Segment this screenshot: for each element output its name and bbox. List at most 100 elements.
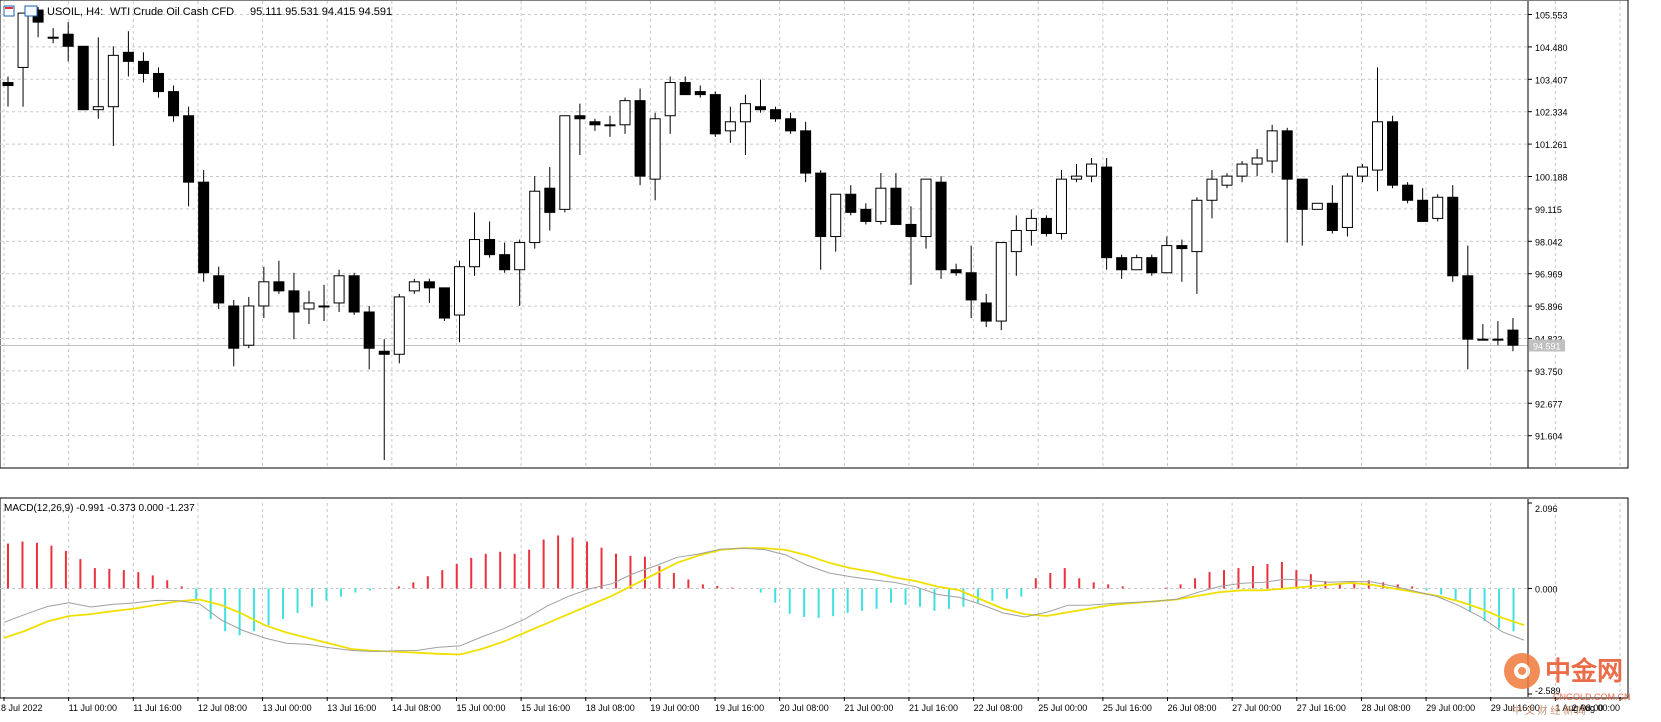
- price-grid: [0, 1, 1621, 466]
- bull-candle: [333, 275, 345, 304]
- bull-candle: [649, 118, 661, 180]
- bear-candle: [198, 181, 210, 274]
- time-tick-label: 22 Jul 08:00: [974, 703, 1023, 713]
- bear-candle: [1447, 196, 1459, 277]
- bull-candle: [17, 12, 29, 68]
- bear-candle: [1146, 257, 1158, 274]
- bear-candle: [935, 181, 947, 271]
- bull-candle: [1131, 257, 1143, 271]
- time-tick-label: 11 Jul 00:00: [69, 703, 117, 713]
- bear-candle: [1462, 275, 1474, 340]
- bear-candle: [423, 281, 435, 289]
- bear-candle: [709, 94, 721, 135]
- current-price-box: [1529, 339, 1565, 352]
- bull-candle: [739, 103, 751, 123]
- time-tick-label: 27 Jul 00:00: [1232, 703, 1281, 713]
- macd-lines: [3, 547, 1525, 656]
- bear-candle: [363, 311, 375, 349]
- bear-candle: [1402, 184, 1414, 201]
- time-tick-label: 21 Jul 16:00: [909, 703, 958, 713]
- price-tick-label: 95.896: [1535, 302, 1563, 312]
- time-tick-label: 21 Jul 00:00: [844, 703, 893, 713]
- chart-header: USOIL, H4: WTI Crude Oil Cash CFD 95.111…: [3, 5, 392, 18]
- bull-candle: [393, 296, 405, 355]
- price-tick-label: 98.042: [1535, 237, 1563, 247]
- time-tick-label: 8 Jul 2022: [1, 703, 43, 713]
- macd-main-line: [3, 547, 1525, 653]
- watermark-subtitle: 中 文 财 经 新 闻: [1512, 704, 1586, 717]
- bear-candle: [1387, 121, 1399, 186]
- price-tick-label: 100.188: [1535, 172, 1568, 182]
- price-panel: 105.553 104.480 103.407 102.334 101.261 100.1…: [0, 0, 1629, 469]
- bull-candle: [830, 193, 842, 238]
- bull-candle: [1206, 178, 1218, 201]
- bull-candle: [1086, 163, 1098, 177]
- price-tick-label: 96.969: [1535, 270, 1563, 280]
- bull-candle: [1266, 130, 1278, 162]
- current-price-label: 94.591: [1533, 341, 1561, 351]
- ohlc-values: 95.111 95.531 94.415 94.591: [250, 6, 392, 18]
- symbol-description: WTI Crude Oil Cash CFD: [110, 6, 234, 18]
- price-tick-label: 94.823: [1535, 334, 1563, 344]
- price-tick-label: 101.261: [1535, 140, 1568, 150]
- bull-candle: [1236, 163, 1248, 177]
- macd-signal-line: [3, 547, 1525, 656]
- bear-candle: [905, 223, 917, 238]
- bear-candle: [1116, 257, 1128, 271]
- bear-candle: [544, 187, 556, 213]
- time-tick-label: 18 Jul 08:00: [586, 703, 635, 713]
- price-tick-label: 103.407: [1535, 75, 1568, 85]
- time-tick-label: 13 Jul 16:00: [327, 703, 376, 713]
- time-tick-label: 29 Jul 00:00: [1426, 703, 1475, 713]
- chart-window-icon[interactable]: [3, 5, 15, 17]
- bear-candle: [589, 121, 601, 126]
- time-tick-label: 13 Jul 00:00: [263, 703, 312, 713]
- bull-candle: [529, 190, 541, 244]
- bear-candle: [438, 287, 450, 319]
- bear-candle: [950, 269, 962, 274]
- bull-candle: [408, 281, 420, 292]
- bull-candle: [107, 54, 119, 108]
- chart-type-icon[interactable]: [24, 5, 38, 17]
- bull-candle: [1432, 196, 1444, 219]
- bear-candle: [574, 115, 586, 120]
- price-tick-label: 102.334: [1535, 108, 1568, 118]
- macd-title: MACD(12,26,9) -0.991 -0.373 0.000 -1.237: [4, 503, 195, 514]
- bull-candle: [303, 302, 315, 310]
- bear-candle: [378, 350, 390, 355]
- symbol-timeframe: USOIL, H4:: [47, 6, 103, 18]
- bear-candle: [152, 72, 164, 93]
- price-tick-label: 93.750: [1535, 367, 1563, 377]
- bear-candle: [273, 281, 285, 292]
- time-tick-label: 20 Jul 08:00: [780, 703, 829, 713]
- time-tick-label: 27 Jul 16:00: [1297, 703, 1346, 713]
- bull-candle: [1372, 121, 1384, 171]
- price-tick-label: 99.115: [1535, 205, 1562, 215]
- bull-candle: [1356, 166, 1368, 177]
- bear-candle: [1176, 245, 1188, 250]
- time-axis: 8 Jul 2022 11 Jul 00:00 11 Jul 16:00 12 Jul…: [1, 697, 1621, 713]
- bull-candle: [619, 100, 631, 126]
- bull-candle: [1191, 199, 1203, 253]
- bull-candle: [1251, 157, 1263, 165]
- bear-candle: [965, 272, 977, 301]
- bear-candle: [1296, 178, 1308, 210]
- bull-candle: [453, 266, 465, 316]
- time-tick-label: 1 Aug 08:00: [1555, 703, 1603, 713]
- time-tick-label: 28 Jul 08:00: [1361, 703, 1410, 713]
- bear-candle: [213, 275, 225, 304]
- price-panel-border: [0, 0, 1629, 469]
- macd-panel-border: [0, 497, 1629, 699]
- bear-candle: [1040, 217, 1052, 235]
- bull-candle: [514, 242, 526, 271]
- bear-candle: [122, 51, 134, 62]
- bear-candle: [499, 254, 511, 271]
- macd-tick-label: 2.096: [1535, 504, 1558, 514]
- cngold-logo-dot: [1518, 667, 1526, 675]
- bull-candle: [1025, 217, 1037, 231]
- time-tick-label: 26 Jul 08:00: [1168, 703, 1217, 713]
- price-tick-label: 104.480: [1535, 43, 1568, 53]
- macd-panel: 2.096 0.000 -2.589 MACD(12,26,9) -0.991 -0…: [0, 497, 1629, 699]
- bear-candle: [1101, 166, 1113, 259]
- bear-candle: [770, 109, 782, 120]
